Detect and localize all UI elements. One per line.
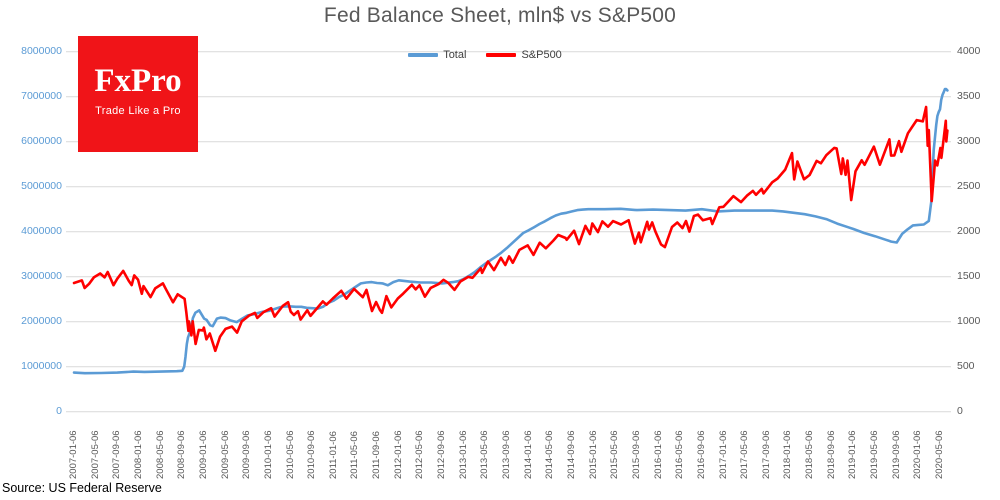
legend-line-swatch-sp500 xyxy=(486,53,517,57)
x-axis-tick-label: 2015-05-06 xyxy=(609,430,621,479)
left-axis-tick-label: 4000000 xyxy=(21,224,62,237)
right-axis-tick-label: 3000 xyxy=(957,134,981,147)
left-axis-tick-label: 2000000 xyxy=(21,314,62,327)
x-axis-tick-label: 2014-01-06 xyxy=(522,430,534,479)
x-axis-tick-label: 2018-05-06 xyxy=(804,430,816,479)
x-axis-tick-label: 2016-05-06 xyxy=(674,430,686,479)
x-axis-tick-label: 2015-09-06 xyxy=(630,430,642,479)
x-axis-tick-label: 2020-01-06 xyxy=(912,430,924,479)
x-axis-tick-label: 2007-09-06 xyxy=(111,430,123,479)
fxpro-logo-tagline: Trade Like a Pro xyxy=(95,105,181,117)
x-axis-tick-label: 2012-01-06 xyxy=(392,430,404,479)
fxpro-logo: FxPro Trade Like a Pro xyxy=(78,36,198,152)
left-axis-tick-label: 5000000 xyxy=(21,179,62,192)
left-axis-tick-label: 3000000 xyxy=(21,269,62,282)
x-axis-tick-label: 2016-01-06 xyxy=(652,430,664,479)
legend-line-swatch-total xyxy=(408,53,439,57)
legend-label-sp500: S&P500 xyxy=(521,49,562,61)
left-axis-tick-label: 7000000 xyxy=(21,89,62,102)
legend-label-total: Total xyxy=(443,49,467,61)
series-line-sp500 xyxy=(72,105,949,353)
x-axis-tick-label: 2020-05-06 xyxy=(934,430,945,479)
left-axis-tick-label: 0 xyxy=(56,404,62,417)
x-axis-tick-label: 2011-09-06 xyxy=(371,431,383,479)
x-axis-tick-label: 2019-05-06 xyxy=(869,430,881,479)
x-axis-tick-label: 2018-09-06 xyxy=(825,430,837,479)
legend: Total S&P500 xyxy=(0,49,970,61)
x-axis-tick-label: 2017-05-06 xyxy=(739,430,751,479)
x-axis-tick-label: 2008-05-06 xyxy=(154,430,166,479)
x-axis-tick-label: 2018-01-06 xyxy=(782,430,794,479)
left-axis-tick-label: 1000000 xyxy=(21,359,62,372)
chart-title: Fed Balance Sheet, mln$ vs S&P500 xyxy=(323,4,677,27)
source-note: Source: US Federal Reserve xyxy=(2,481,162,495)
left-axis-tick-label: 6000000 xyxy=(21,134,62,147)
x-axis-tick-label: 2008-01-06 xyxy=(132,430,144,479)
right-axis-tick-label: 500 xyxy=(957,359,975,372)
x-axis-tick-label: 2009-05-06 xyxy=(219,430,231,479)
x-axis-tick-label: 2017-01-06 xyxy=(717,430,729,479)
x-axis-tick-label: 2011-05-06 xyxy=(349,431,361,479)
legend-item-sp500: S&P500 xyxy=(486,49,562,61)
x-axis-tick-label: 2010-05-06 xyxy=(284,430,296,479)
x-axis-tick-label: 2009-01-06 xyxy=(197,430,209,479)
right-axis-tick-label: 1500 xyxy=(957,269,981,282)
x-axis-tick-label: 2010-01-06 xyxy=(262,430,274,479)
series-line-total xyxy=(72,87,949,375)
x-axis-tick-label: 2017-09-06 xyxy=(760,430,772,479)
left-axis-tick-label: 8000000 xyxy=(21,44,62,57)
fxpro-logo-wordmark: FxPro xyxy=(94,63,182,99)
x-axis-tick-label: 2007-01-06 xyxy=(68,430,79,479)
x-axis-tick-label: 2019-01-06 xyxy=(847,430,859,479)
x-axis-tick-label: 2014-05-06 xyxy=(544,430,556,479)
x-axis-tick-label: 2008-09-06 xyxy=(176,430,188,479)
x-axis-tick-label: 2019-09-06 xyxy=(890,430,902,479)
right-axis-tick-label: 3500 xyxy=(957,89,981,102)
right-axis-tick-label: 4000 xyxy=(957,44,981,57)
x-axis-tick-label: 2012-09-06 xyxy=(436,430,448,479)
x-axis-tick-label: 2012-05-06 xyxy=(414,430,426,479)
legend-item-total: Total xyxy=(408,49,466,61)
right-axis-tick-label: 1000 xyxy=(957,314,981,327)
x-axis-tick-label: 2011-01-06 xyxy=(327,431,339,479)
x-axis-tick-label: 2013-01-06 xyxy=(457,430,469,479)
x-axis-tick-label: 2009-09-06 xyxy=(241,430,253,479)
x-axis-tick-label: 2007-05-06 xyxy=(89,430,101,479)
x-axis-tick-label: 2010-09-06 xyxy=(306,430,318,479)
x-axis-tick-label: 2013-05-06 xyxy=(479,430,491,479)
right-axis-tick-label: 0 xyxy=(957,404,963,417)
x-axis-tick-label: 2015-01-06 xyxy=(587,430,599,479)
x-axis-tick-label: 2016-09-06 xyxy=(695,430,707,479)
right-axis-tick-label: 2500 xyxy=(957,179,981,192)
x-axis-tick-label: 2013-09-06 xyxy=(501,430,512,479)
right-axis-tick-label: 2000 xyxy=(957,224,981,237)
x-axis-tick-label: 2014-09-06 xyxy=(565,430,577,479)
